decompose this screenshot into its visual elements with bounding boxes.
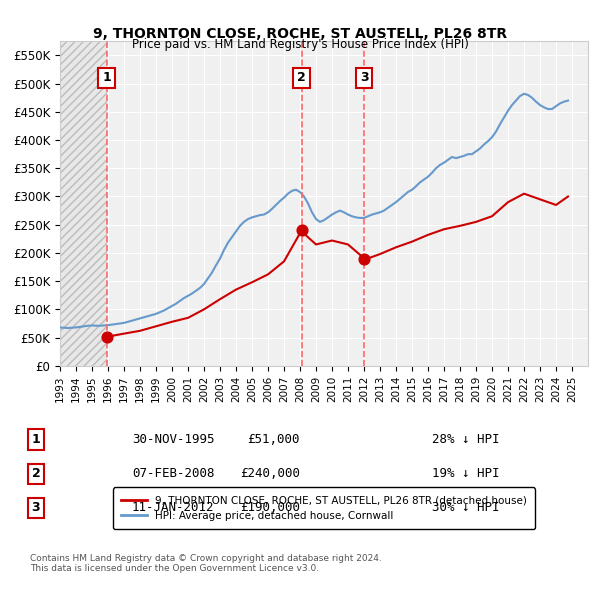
- Text: Price paid vs. HM Land Registry's House Price Index (HPI): Price paid vs. HM Land Registry's House …: [131, 38, 469, 51]
- Point: [102, 332, 112, 342]
- Text: Contains HM Land Registry data © Crown copyright and database right 2024.
This d: Contains HM Land Registry data © Crown c…: [30, 554, 382, 573]
- Point: [297, 225, 307, 235]
- Legend: 9, THORNTON CLOSE, ROCHE, ST AUSTELL, PL26 8TR (detached house), HPI: Average pr: 9, THORNTON CLOSE, ROCHE, ST AUSTELL, PL…: [113, 487, 535, 529]
- Text: £51,000: £51,000: [248, 433, 300, 446]
- Text: 07-FEB-2008: 07-FEB-2008: [132, 467, 215, 480]
- Text: 19% ↓ HPI: 19% ↓ HPI: [432, 467, 499, 480]
- Bar: [60, 41, 107, 366]
- Text: 2: 2: [297, 71, 306, 84]
- Text: 2: 2: [32, 467, 40, 480]
- Text: 3: 3: [360, 71, 369, 84]
- Point: [359, 254, 369, 263]
- Text: 11-JAN-2012: 11-JAN-2012: [132, 502, 215, 514]
- Text: 3: 3: [32, 502, 40, 514]
- Bar: [60, 41, 107, 366]
- Text: £190,000: £190,000: [240, 502, 300, 514]
- Text: 1: 1: [32, 433, 40, 446]
- Text: 30% ↓ HPI: 30% ↓ HPI: [432, 502, 499, 514]
- Text: 30-NOV-1995: 30-NOV-1995: [132, 433, 215, 446]
- Text: 28% ↓ HPI: 28% ↓ HPI: [432, 433, 499, 446]
- Text: £240,000: £240,000: [240, 467, 300, 480]
- Text: 1: 1: [102, 71, 111, 84]
- Text: 9, THORNTON CLOSE, ROCHE, ST AUSTELL, PL26 8TR: 9, THORNTON CLOSE, ROCHE, ST AUSTELL, PL…: [93, 27, 507, 41]
